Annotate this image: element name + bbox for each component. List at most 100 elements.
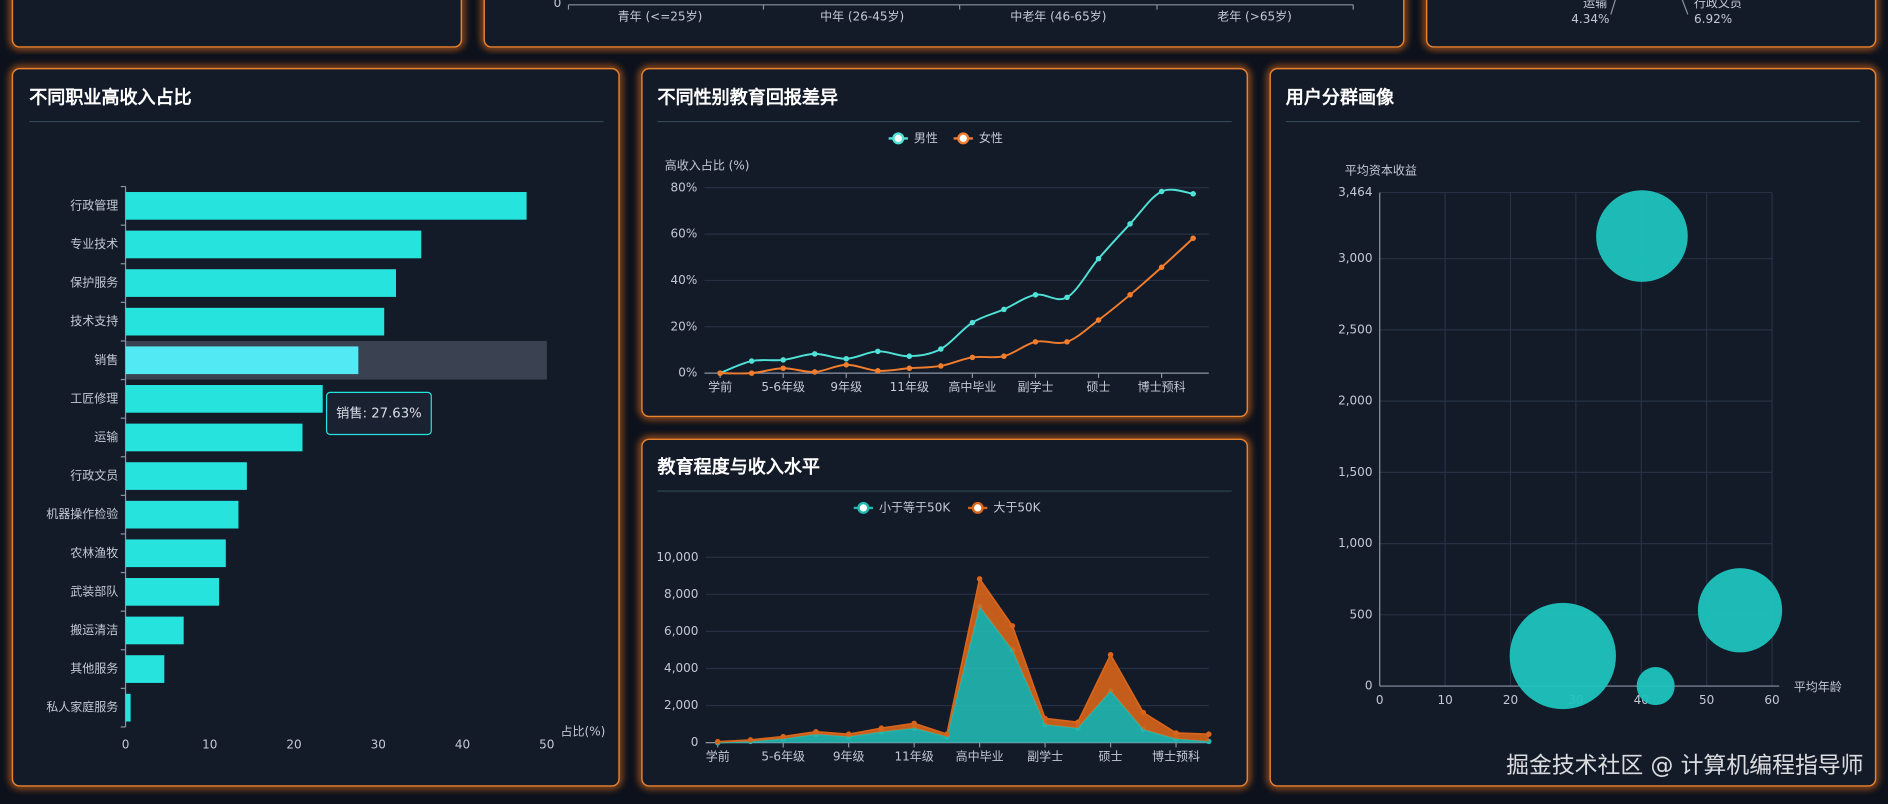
y-tick-label: 4,000 bbox=[664, 661, 698, 675]
top-right-fragment: 运输 4.34% 行政文员 6.92% bbox=[1571, 0, 1742, 26]
point bbox=[969, 354, 976, 361]
y-tick-label: 3,000 bbox=[1338, 251, 1372, 265]
x-tick-label: 高中毕业 bbox=[948, 379, 996, 394]
x-tick-label: 中年 (26-45岁) bbox=[820, 8, 904, 23]
x-tick-label: 9年级 bbox=[830, 380, 862, 394]
pie-label-line bbox=[1681, 0, 1689, 15]
point bbox=[811, 351, 818, 357]
bar bbox=[125, 500, 239, 529]
point bbox=[780, 365, 786, 372]
point bbox=[780, 733, 786, 740]
point bbox=[843, 362, 850, 368]
legend-marker bbox=[857, 501, 870, 514]
point bbox=[1158, 188, 1165, 195]
bar bbox=[125, 307, 385, 336]
y-tick-label: 40% bbox=[671, 273, 698, 287]
point bbox=[911, 720, 917, 727]
bar bbox=[125, 230, 422, 259]
y-tick-label: 0 bbox=[691, 735, 699, 749]
x-tick-label: 10 bbox=[1437, 693, 1452, 707]
y-tick-label: 10,000 bbox=[656, 550, 698, 564]
x-tick-label: 副学士 bbox=[1027, 749, 1063, 764]
point bbox=[1190, 191, 1196, 197]
y-tick-label: 6,000 bbox=[664, 624, 698, 638]
y-tick-label: 武装部队 bbox=[70, 583, 118, 598]
line bbox=[719, 188, 1194, 375]
y-tick-label: 专业技术 bbox=[70, 236, 118, 251]
point bbox=[811, 369, 818, 375]
point bbox=[938, 363, 944, 369]
point bbox=[1032, 339, 1039, 345]
point bbox=[747, 737, 754, 743]
point bbox=[748, 358, 755, 364]
bubble bbox=[1636, 667, 1675, 706]
tooltip-text: 销售: 27.63% bbox=[336, 405, 422, 421]
x-tick-label: 博士预科 bbox=[1152, 749, 1200, 764]
point bbox=[780, 357, 786, 363]
y-tick-label: 工匠修理 bbox=[70, 390, 118, 405]
point bbox=[843, 355, 850, 362]
bar bbox=[125, 462, 247, 490]
point bbox=[1032, 292, 1039, 298]
x-tick-label: 11年级 bbox=[894, 750, 933, 764]
bar bbox=[125, 616, 184, 645]
x-tick-label: 5-6年级 bbox=[761, 380, 805, 394]
y-tick-label: 8,000 bbox=[664, 587, 698, 601]
x-tick-label: 0 bbox=[1376, 693, 1384, 707]
panel bbox=[1425, 0, 1877, 48]
pie-label: 4.34% bbox=[1571, 12, 1609, 26]
y-tick-label: 20% bbox=[671, 319, 698, 333]
point bbox=[1190, 235, 1196, 242]
y-tick-label: 行政管理 bbox=[70, 197, 118, 212]
y-tick-label: 机器操作检验 bbox=[46, 506, 118, 521]
bar bbox=[125, 578, 220, 606]
point bbox=[1127, 292, 1133, 298]
bar bbox=[125, 385, 323, 413]
y-tick-label: 60% bbox=[671, 227, 698, 241]
bar bbox=[125, 423, 303, 452]
y-tick-label: 1,500 bbox=[1338, 465, 1372, 479]
legend-label: 大于50K bbox=[993, 500, 1041, 514]
panel bbox=[11, 0, 463, 48]
point bbox=[845, 731, 852, 737]
pie-label: 运输 bbox=[1583, 0, 1607, 10]
point bbox=[1001, 353, 1007, 359]
panel bbox=[11, 67, 620, 787]
point bbox=[1001, 306, 1007, 313]
point bbox=[1206, 731, 1212, 737]
point bbox=[906, 353, 913, 359]
y-tick-label: 搬运清洁 bbox=[70, 622, 118, 637]
x-tick-label: 高中毕业 bbox=[956, 749, 1004, 764]
x-tick-label: 青年 (<=25岁) bbox=[618, 8, 703, 23]
legend-label: 小于等于50K bbox=[879, 500, 951, 514]
line bbox=[720, 237, 1194, 375]
point bbox=[714, 738, 721, 745]
y-tick-label: 2,500 bbox=[1338, 322, 1372, 336]
pie-label: 行政文员 bbox=[1694, 0, 1742, 10]
area bbox=[717, 578, 1209, 743]
x-tick-label: 博士预科 bbox=[1138, 379, 1186, 394]
point bbox=[1095, 255, 1102, 262]
x-tick-label: 20 bbox=[1503, 693, 1518, 707]
y-tick-label: 技术支持 bbox=[70, 313, 118, 328]
bubble bbox=[1596, 190, 1688, 282]
y-tick-label: 0 bbox=[554, 0, 562, 10]
panel bbox=[641, 67, 1249, 418]
tooltip-box bbox=[325, 391, 432, 436]
point bbox=[878, 725, 885, 731]
legend-marker bbox=[957, 132, 970, 145]
y-tick-label: 1,000 bbox=[1338, 536, 1372, 550]
x-tick-label: 副学士 bbox=[1017, 379, 1053, 394]
point bbox=[875, 368, 881, 374]
x-tick-label: 学前 bbox=[708, 379, 732, 394]
x-tick-label: 硕士 bbox=[1087, 380, 1111, 394]
point bbox=[1107, 651, 1114, 658]
panel bbox=[483, 0, 1405, 48]
y-axis-title: 平均资本收益 bbox=[1345, 163, 1417, 177]
y-tick-label: 500 bbox=[1350, 607, 1373, 621]
y-tick-label: 3,464 bbox=[1338, 185, 1372, 199]
x-tick-label: 老年 (>65岁) bbox=[1217, 8, 1292, 23]
area-line bbox=[717, 576, 1209, 743]
legend-marker bbox=[971, 501, 984, 514]
